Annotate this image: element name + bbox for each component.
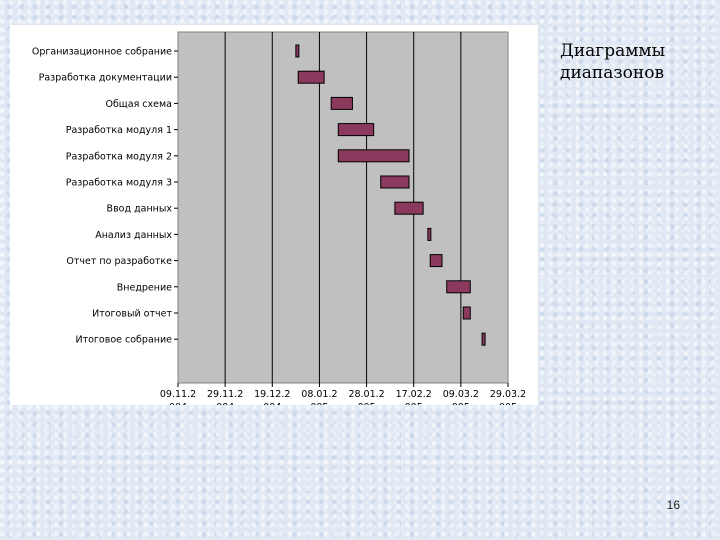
task-bar — [297, 70, 325, 84]
task-label: Внедрение — [117, 282, 172, 293]
task-bars — [295, 44, 486, 346]
x-tick-label: 17.02.2 — [396, 389, 432, 400]
x-tick-label: 19.12.2 — [254, 389, 290, 400]
task-label: Анализ данных — [95, 230, 172, 241]
task-bar — [462, 306, 471, 320]
x-tick-label: 005 — [405, 402, 423, 405]
task-bar — [429, 254, 443, 268]
x-axis-ticks: 09.11.2 004 29.11.2 004 19.12.2 004 08.01.2 005… — [160, 383, 526, 405]
x-tick-label: 08.01.2 — [301, 389, 337, 400]
plot-area — [177, 31, 509, 384]
task-label: Отчет по разработке — [66, 256, 172, 267]
page-number: 16 — [666, 498, 680, 512]
slide-title-line1: Диаграммы — [560, 41, 666, 61]
x-tick-label: 28.01.2 — [348, 389, 384, 400]
task-label: Разработка модуля 3 — [66, 178, 172, 189]
x-tick-label: 09.11.2 — [160, 389, 196, 400]
x-tick-label: 29.11.2 — [207, 389, 243, 400]
gantt-chart-panel: Организационное собрание Разработка докум… — [10, 25, 538, 405]
x-tick-label: 005 — [452, 402, 470, 405]
task-bar — [380, 175, 410, 189]
task-label: Итоговый отчет — [92, 309, 172, 320]
task-label: Разработка документации — [39, 73, 172, 84]
slide-title: Диаграммы диапазонов — [560, 40, 710, 84]
task-label: Организационное собрание — [32, 47, 172, 58]
x-tick-label: 29.03.2 — [490, 389, 526, 400]
x-tick-label: 005 — [499, 402, 517, 405]
task-bar — [295, 44, 300, 58]
task-labels: Организационное собрание Разработка докум… — [32, 47, 178, 346]
gantt-chart: Организационное собрание Разработка докум… — [32, 31, 526, 405]
task-bar — [446, 280, 471, 294]
task-bar — [337, 123, 375, 137]
x-tick-label: 005 — [310, 402, 328, 405]
x-tick-label: 005 — [358, 402, 376, 405]
x-tick-label: 004 — [216, 402, 234, 405]
task-bar — [481, 332, 486, 346]
task-bar — [330, 96, 353, 110]
task-label: Разработка модуля 2 — [66, 151, 172, 162]
x-tick-label: 09.03.2 — [443, 389, 479, 400]
task-label: Итоговое собрание — [75, 335, 172, 346]
task-label: Ввод данных — [107, 204, 173, 215]
x-tick-label: 004 — [169, 402, 187, 405]
task-bar — [394, 201, 424, 215]
task-bar — [337, 149, 410, 163]
task-label: Разработка модуля 1 — [66, 125, 172, 136]
slide-title-line2: диапазонов — [560, 63, 665, 83]
task-bar — [427, 227, 432, 241]
task-label: Общая схема — [105, 99, 172, 110]
x-tick-label: 004 — [263, 402, 281, 405]
